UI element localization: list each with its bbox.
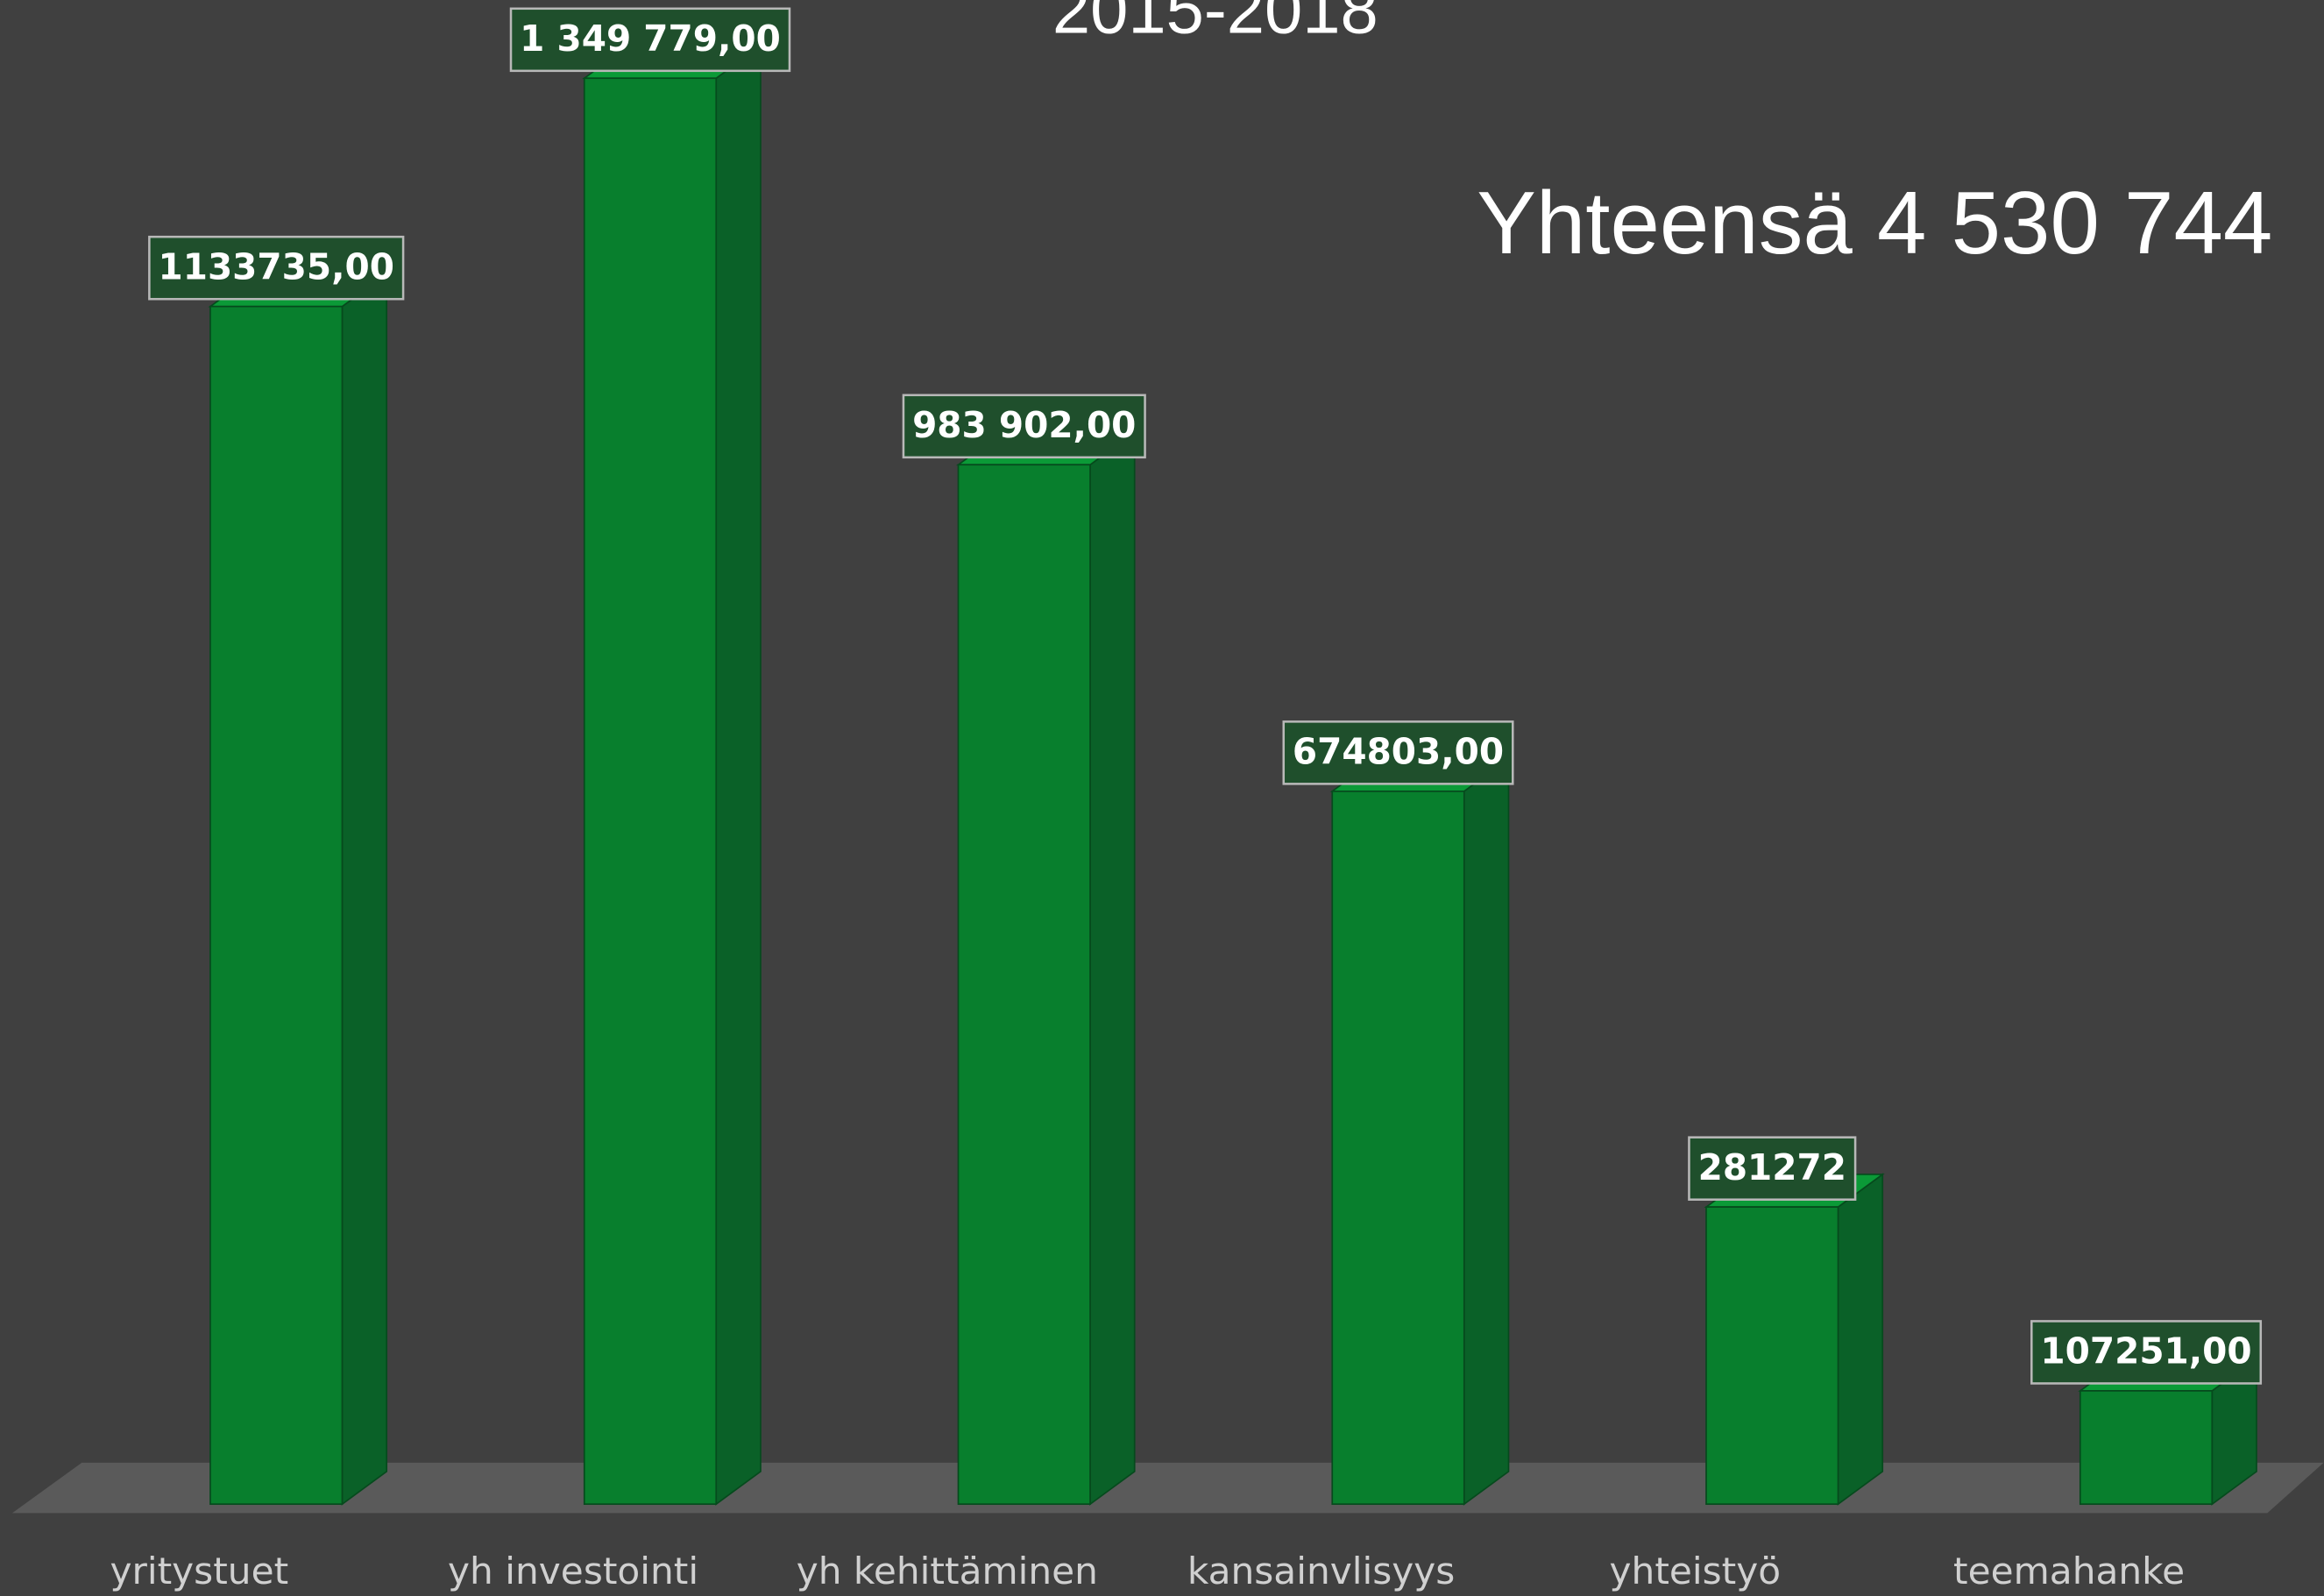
bar-side [1837, 1173, 1884, 1506]
annotation: Yhteensä 4 530 744 [1477, 174, 2272, 273]
value-label: 674803,00 [1293, 731, 1504, 773]
bar-side [1089, 430, 1136, 1506]
bar-side [341, 272, 388, 1506]
bar-front [1331, 790, 1465, 1506]
bar-front [2079, 1390, 2214, 1506]
bar-front [209, 305, 344, 1506]
bar [1704, 1173, 1885, 1506]
bar-front [957, 464, 1091, 1506]
value-label-box [1282, 720, 1514, 785]
chart-title: 2015-2018 [1052, 0, 1378, 47]
value-label: 1133735,00 [159, 245, 394, 287]
x-tick-label: yhteistyö [1610, 1550, 1782, 1592]
x-tick-label: yritystuet [110, 1550, 288, 1592]
x-tick-label: yh kehittäminen [797, 1550, 1098, 1592]
value-label-box [1688, 1136, 1857, 1201]
value-label: 983 902,00 [912, 404, 1136, 446]
x-tick-label: teemahanke [1953, 1550, 2185, 1592]
bar [582, 44, 763, 1506]
value-label-box [902, 394, 1146, 459]
bar-front [1705, 1206, 1839, 1506]
bar-front [583, 77, 718, 1506]
x-tick-label: yh investointi [448, 1550, 698, 1592]
value-label: 1 349 779,00 [520, 18, 781, 60]
bar [955, 430, 1137, 1506]
bar [2078, 1357, 2259, 1506]
value-label-box [148, 235, 405, 301]
value-label: 107251,00 [2040, 1330, 2251, 1373]
x-tick-label: kansainvlisyys [1187, 1550, 1455, 1592]
value-label: 281272 [1698, 1146, 1846, 1188]
bar-side [715, 44, 762, 1506]
bar-side [1463, 756, 1510, 1506]
value-label-box [2030, 1320, 2263, 1385]
value-label-box [509, 7, 791, 73]
bar [1329, 756, 1512, 1506]
bar [208, 272, 389, 1506]
